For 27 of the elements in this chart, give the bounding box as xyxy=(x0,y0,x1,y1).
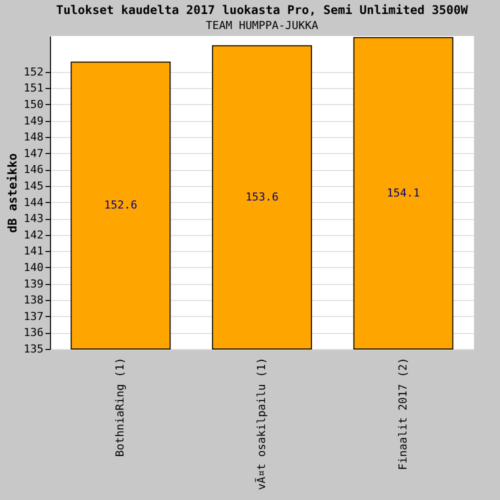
x-tick-label: BothniaRing (1) xyxy=(114,358,127,457)
y-tick-label: 137 xyxy=(24,310,44,323)
data-label: 154.1 xyxy=(386,186,420,200)
y-axis-title: dB asteikko xyxy=(6,153,20,233)
y-tick-label: 149 xyxy=(24,114,44,128)
y-tick-label: 145 xyxy=(24,179,44,192)
y-tick-label: 147 xyxy=(24,146,44,160)
y-tick-label: 135 xyxy=(24,342,44,356)
y-tick-label: 140 xyxy=(24,260,44,274)
y-tick-label: 151 xyxy=(24,82,44,95)
chart-title: Tulokset kaudelta 2017 luokasta Pro, Semi Unlimited 3500W xyxy=(56,3,469,17)
x-tick-label: vÃ¤t osakilpailu (1) xyxy=(254,358,268,490)
y-tick-label: 152 xyxy=(24,65,44,78)
y-tick-label: 148 xyxy=(24,130,44,144)
data-label: 153.6 xyxy=(245,190,279,204)
x-tick-label: Finaalit 2017 (2) xyxy=(396,358,410,470)
y-tick-label: 136 xyxy=(24,326,44,340)
y-tick-label: 144 xyxy=(24,196,44,209)
data-label: 152.6 xyxy=(104,198,138,212)
y-tick-label: 142 xyxy=(24,228,44,242)
y-tick-label: 143 xyxy=(24,212,44,226)
y-tick-label: 150 xyxy=(24,98,44,111)
y-tick-label: 138 xyxy=(24,294,44,307)
y-tick-label: 146 xyxy=(24,163,44,176)
y-tick-label: 141 xyxy=(24,244,44,258)
chart-subtitle: TEAM HUMPPA-JUKKA xyxy=(206,19,319,32)
y-tick-label: 139 xyxy=(24,277,44,290)
